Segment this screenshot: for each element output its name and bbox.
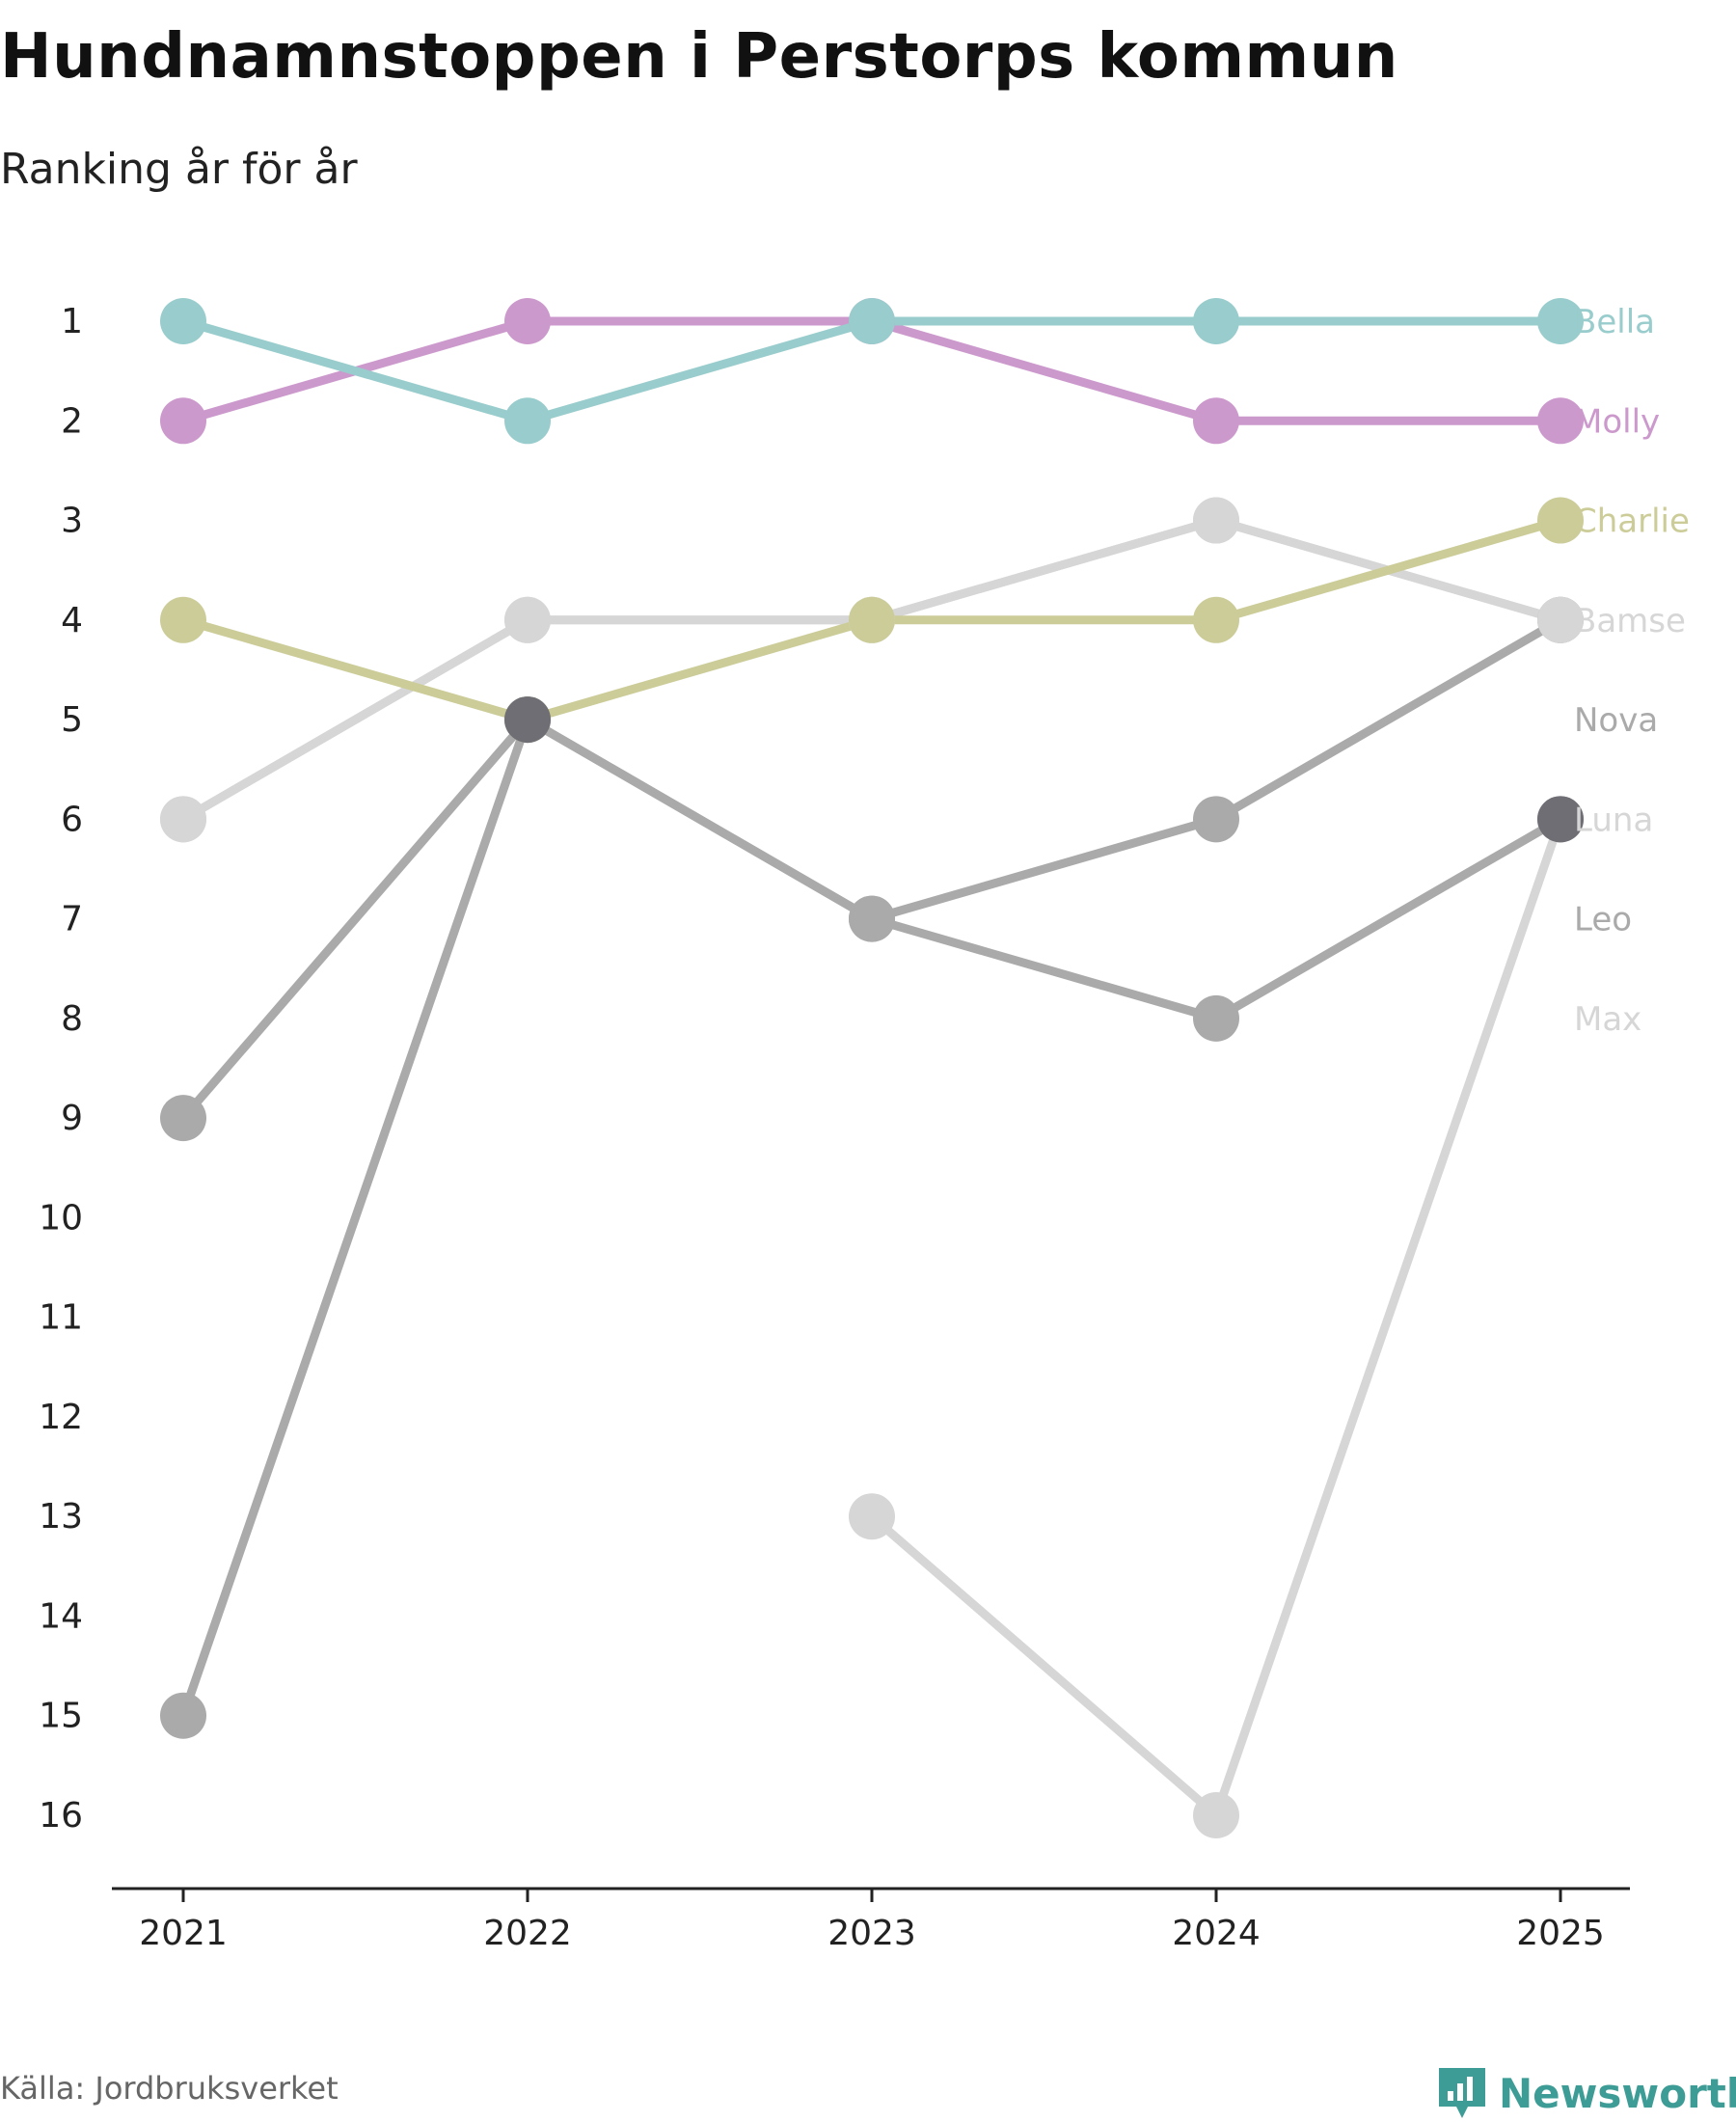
chart-title: Hundnamnstoppen i Perstorps kommun [0,21,1398,93]
y-tick-label-12: 12 [39,1398,83,1437]
y-tick-label-10: 10 [39,1198,83,1238]
point-bamse-2025[interactable] [1537,596,1584,643]
point-leo-2021[interactable] [160,1095,206,1142]
y-tick-label-7: 7 [61,900,83,939]
point-highlight-2022-5[interactable] [504,696,551,744]
x-tick-label-2022: 2022 [483,1914,572,1953]
point-charlie-2025[interactable] [1537,497,1584,544]
bar-chart-pin-icon [1439,2068,1485,2118]
series-label-max: Max [1574,1000,1641,1039]
series-label-nova: Nova [1574,701,1658,740]
series-end-labels: Bella Molly Charlie Bamse Nova Luna Leo Max [1574,303,1690,1039]
y-tick-label-4: 4 [61,601,83,640]
y-tick-label-1: 1 [61,302,83,341]
series-label-bella: Bella [1574,303,1655,341]
line-bamse [178,516,1565,824]
x-tick-label-2025: 2025 [1516,1914,1605,1953]
x-tick-label-2024: 2024 [1172,1914,1261,1953]
y-tick-label-3: 3 [61,502,83,541]
point-bamse-2022[interactable] [504,596,551,643]
point-max-2024[interactable] [1193,1792,1239,1838]
brand-name: Newsworthy [1499,2069,1736,2117]
brand-logo[interactable]: Newsworthy [1437,2064,1736,2122]
series-lines [178,316,1565,1820]
point-bella-2021[interactable] [160,298,206,344]
point-max-2023[interactable] [849,1493,895,1540]
x-axis: 2021 2022 2023 2024 2025 [112,1887,1630,1953]
x-tick-label-2023: 2023 [827,1914,916,1953]
point-molly-2024[interactable] [1193,397,1239,445]
point-molly-2021[interactable] [160,397,206,445]
point-bella-2025[interactable] [1537,298,1584,344]
source-note: Källa: Jordbruksverket [0,2070,339,2107]
line-nova [178,615,1565,1721]
point-molly-2025[interactable] [1537,397,1584,445]
point-highlight-2025-6[interactable] [1537,796,1584,843]
point-nova-2021[interactable] [160,1692,206,1739]
point-charlie-2021[interactable] [160,596,206,643]
y-tick-label-13: 13 [39,1497,83,1537]
point-nova-2023[interactable] [849,895,895,942]
series-label-luna: Luna [1574,801,1653,839]
series-label-leo: Leo [1574,901,1632,939]
series-label-molly: Molly [1574,402,1660,441]
y-tick-label-9: 9 [61,1099,83,1138]
point-leo-2024[interactable] [1193,994,1239,1042]
series-label-charlie: Charlie [1574,503,1690,541]
chart-subtitle: Ranking år för år [0,145,358,194]
point-nova-2024[interactable] [1193,796,1239,843]
line-max [867,814,1565,1820]
point-bella-2023[interactable] [849,298,895,344]
point-bella-2024[interactable] [1193,298,1239,344]
point-molly-2022[interactable] [504,298,551,344]
point-bella-2022[interactable] [504,397,551,445]
point-bamse-2024[interactable] [1193,497,1239,544]
x-tick-label-2021: 2021 [139,1914,228,1953]
point-bamse-2021[interactable] [160,796,206,843]
y-tick-label-11: 11 [39,1298,83,1338]
line-luna [178,516,1565,824]
y-tick-label-14: 14 [39,1596,83,1636]
y-tick-label-6: 6 [61,800,83,839]
y-tick-label-8: 8 [61,999,83,1039]
point-charlie-2023[interactable] [849,596,895,643]
series-points [160,298,1584,1838]
point-charlie-2024[interactable] [1193,596,1239,643]
y-tick-label-15: 15 [39,1697,83,1736]
y-tick-label-2: 2 [61,401,83,441]
y-tick-label-16: 16 [39,1796,83,1836]
series-label-bamse: Bamse [1574,602,1686,640]
y-tick-label-5: 5 [61,700,83,740]
